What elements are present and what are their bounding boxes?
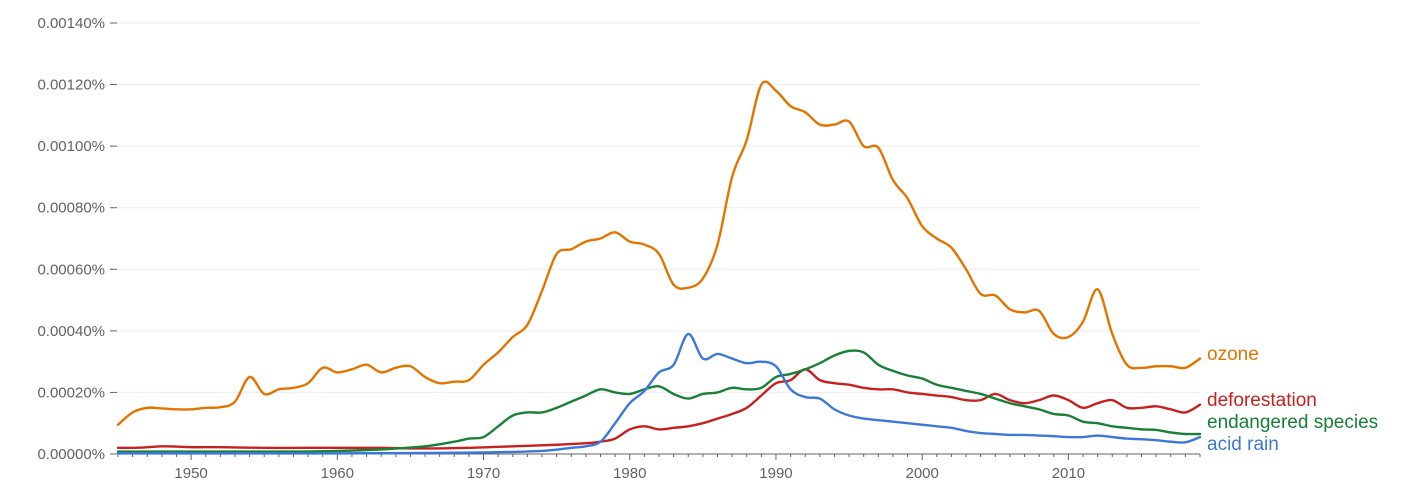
series-line-endangered-species[interactable] [116,349,1202,453]
x-tick-label: 1980 [613,465,646,482]
series-label-ozone[interactable]: ozone [1207,344,1259,365]
y-tick-label: 0.00120% [37,77,105,94]
y-tick-label: 0.00060% [37,261,105,278]
x-tick-label: 1950 [174,465,207,482]
x-axis: 1950 1960 1970 1980 1990 2000 2010 [117,453,1201,482]
gridlines [118,22,1200,393]
series-lines [116,80,1202,455]
y-tick-label: 0.00140% [37,15,105,32]
series-line-acid-rain[interactable] [116,332,1202,455]
y-tick-label: 0.00000% [37,446,105,463]
y-tick-label: 0.00080% [37,200,105,217]
y-tick-label: 0.00020% [37,384,105,401]
series-line-deforestation[interactable] [116,368,1202,450]
x-tick-label: 1960 [321,465,354,482]
y-tick-label: 0.00100% [37,138,105,155]
series-label-acid-rain[interactable]: acid rain [1207,434,1279,455]
series-label-endangered-species[interactable]: endangered species [1207,412,1378,433]
y-tick-label: 0.00040% [37,323,105,340]
x-tick-label: 2000 [906,465,939,482]
y-axis: 0.00000% 0.00020% 0.00040% 0.00060% 0.00080%… [37,15,117,463]
series-label-deforestation[interactable]: deforestation [1207,390,1317,411]
series-line-ozone[interactable] [116,80,1202,426]
x-tick-label: 1970 [467,465,500,482]
x-tick-label: 2010 [1052,465,1085,482]
x-tick-label: 1990 [759,465,792,482]
